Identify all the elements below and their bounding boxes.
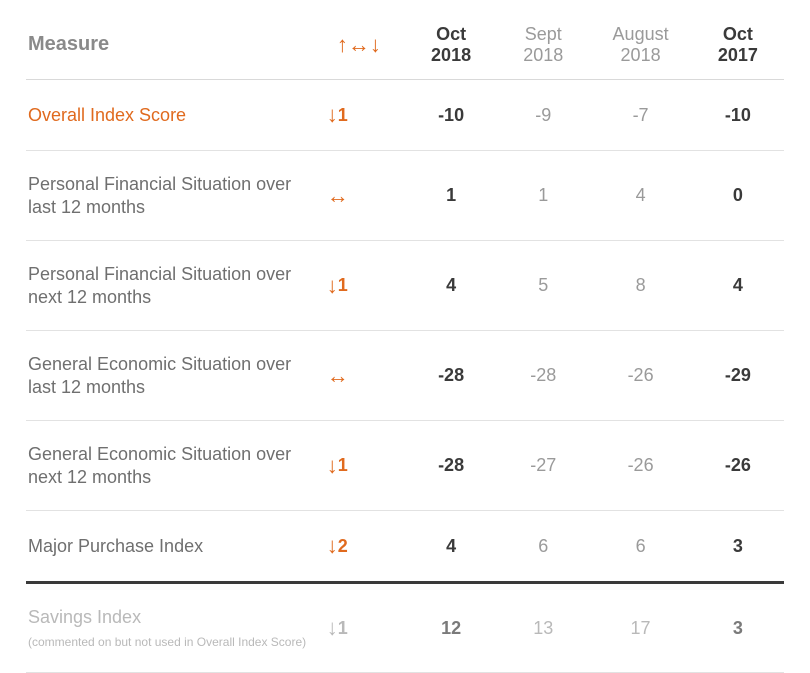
header-row: Measure ↑↔↓ Oct 2018 Sept 2018 August 20…	[26, 14, 784, 80]
header-col-2-line2: 2018	[595, 45, 685, 66]
trend-indicator: ↓1	[313, 583, 405, 673]
value-cell: -26	[589, 331, 691, 421]
table-row: General Economic Situation over next 12 …	[26, 421, 784, 511]
down-arrow-icon: ↓	[327, 273, 337, 298]
header-col-1: Sept 2018	[497, 14, 589, 80]
trend-indicator: ↔	[313, 151, 405, 241]
measure-label-text: Savings Index	[28, 607, 141, 627]
header-col-1-line1: Sept	[503, 24, 583, 45]
measure-label-text: Overall Index Score	[28, 105, 186, 125]
value-cell: 6	[497, 511, 589, 583]
measure-label: Major Purchase Index	[26, 511, 313, 583]
value-cell: -29	[692, 331, 784, 421]
measure-label-text: Personal Financial Situation over next 1…	[28, 264, 291, 307]
down-arrow-icon: ↓	[327, 102, 337, 127]
value-cell: 4	[692, 241, 784, 331]
trend-magnitude: 1	[338, 105, 347, 125]
value-cell: -28	[405, 331, 497, 421]
header-measure: Measure	[26, 14, 313, 80]
down-arrow-icon: ↓	[327, 453, 337, 478]
value-cell: -26	[692, 421, 784, 511]
value-cell: 3	[692, 511, 784, 583]
value-cell: -9	[497, 80, 589, 151]
header-col-0-line2: 2018	[411, 45, 491, 66]
value-cell: 4	[405, 241, 497, 331]
value-cell: 8	[589, 241, 691, 331]
value-cell: -10	[692, 80, 784, 151]
trend-indicator: ↔	[313, 331, 405, 421]
measure-label: Personal Financial Situation over last 1…	[26, 151, 313, 241]
value-cell: 5	[497, 241, 589, 331]
measure-label-text: General Economic Situation over last 12 …	[28, 354, 291, 397]
trend-magnitude: 1	[338, 455, 347, 475]
table-row: Major Purchase Index↓24663	[26, 511, 784, 583]
measure-subnote: (commented on but not used in Overall In…	[28, 635, 307, 650]
measure-label-text: General Economic Situation over next 12 …	[28, 444, 291, 487]
measure-label: General Economic Situation over last 12 …	[26, 331, 313, 421]
value-cell: 1	[497, 151, 589, 241]
header-col-2-line1: August	[595, 24, 685, 45]
measure-label: Personal Financial Situation over next 1…	[26, 241, 313, 331]
trend-indicator: ↓2	[313, 511, 405, 583]
value-cell: -27	[497, 421, 589, 511]
measure-label-text: Major Purchase Index	[28, 536, 203, 556]
value-cell: -10	[405, 80, 497, 151]
table-row: Personal Financial Situation over last 1…	[26, 151, 784, 241]
value-cell: -28	[405, 421, 497, 511]
value-cell: 4	[405, 511, 497, 583]
trend-magnitude: 2	[338, 536, 347, 556]
down-arrow-icon: ↓	[327, 533, 337, 558]
header-col-3: Oct 2017	[692, 14, 784, 80]
value-cell: 6	[589, 511, 691, 583]
value-cell: -7	[589, 80, 691, 151]
value-cell: 0	[692, 151, 784, 241]
trend-magnitude: 1	[338, 275, 347, 295]
value-cell: 4	[589, 151, 691, 241]
unchanged-icon: ↔	[327, 183, 348, 208]
value-cell: -28	[497, 331, 589, 421]
unchanged-icon: ↔	[327, 363, 348, 388]
trend-indicator: ↓1	[313, 241, 405, 331]
trend-magnitude: 1	[338, 618, 347, 638]
header-col-2: August 2018	[589, 14, 691, 80]
value-cell: -26	[589, 421, 691, 511]
table-row: Personal Financial Situation over next 1…	[26, 241, 784, 331]
value-cell: 3	[692, 583, 784, 673]
table-row: Savings Index (commented on but not used …	[26, 583, 784, 673]
index-table: Measure ↑↔↓ Oct 2018 Sept 2018 August 20…	[26, 14, 784, 673]
trend-indicator: ↓1	[313, 80, 405, 151]
header-trend-icon: ↑↔↓	[313, 14, 405, 80]
value-cell: 13	[497, 583, 589, 673]
measure-label: Overall Index Score	[26, 80, 313, 151]
table-container: Measure ↑↔↓ Oct 2018 Sept 2018 August 20…	[0, 0, 810, 639]
table-body: Overall Index Score↓1-10-9-7-10Personal …	[26, 80, 784, 673]
table-row: Overall Index Score↓1-10-9-7-10	[26, 80, 784, 151]
value-cell: 17	[589, 583, 691, 673]
measure-label: General Economic Situation over next 12 …	[26, 421, 313, 511]
header-col-0: Oct 2018	[405, 14, 497, 80]
trend-indicator: ↓1	[313, 421, 405, 511]
header-col-3-line2: 2017	[698, 45, 778, 66]
table-row: General Economic Situation over last 12 …	[26, 331, 784, 421]
header-col-0-line1: Oct	[411, 24, 491, 45]
measure-label-text: Personal Financial Situation over last 1…	[28, 174, 291, 217]
value-cell: 1	[405, 151, 497, 241]
header-col-3-line1: Oct	[698, 24, 778, 45]
down-arrow-icon: ↓	[327, 615, 337, 640]
header-col-1-line2: 2018	[503, 45, 583, 66]
measure-label: Savings Index (commented on but not used …	[26, 583, 313, 673]
value-cell: 12	[405, 583, 497, 673]
